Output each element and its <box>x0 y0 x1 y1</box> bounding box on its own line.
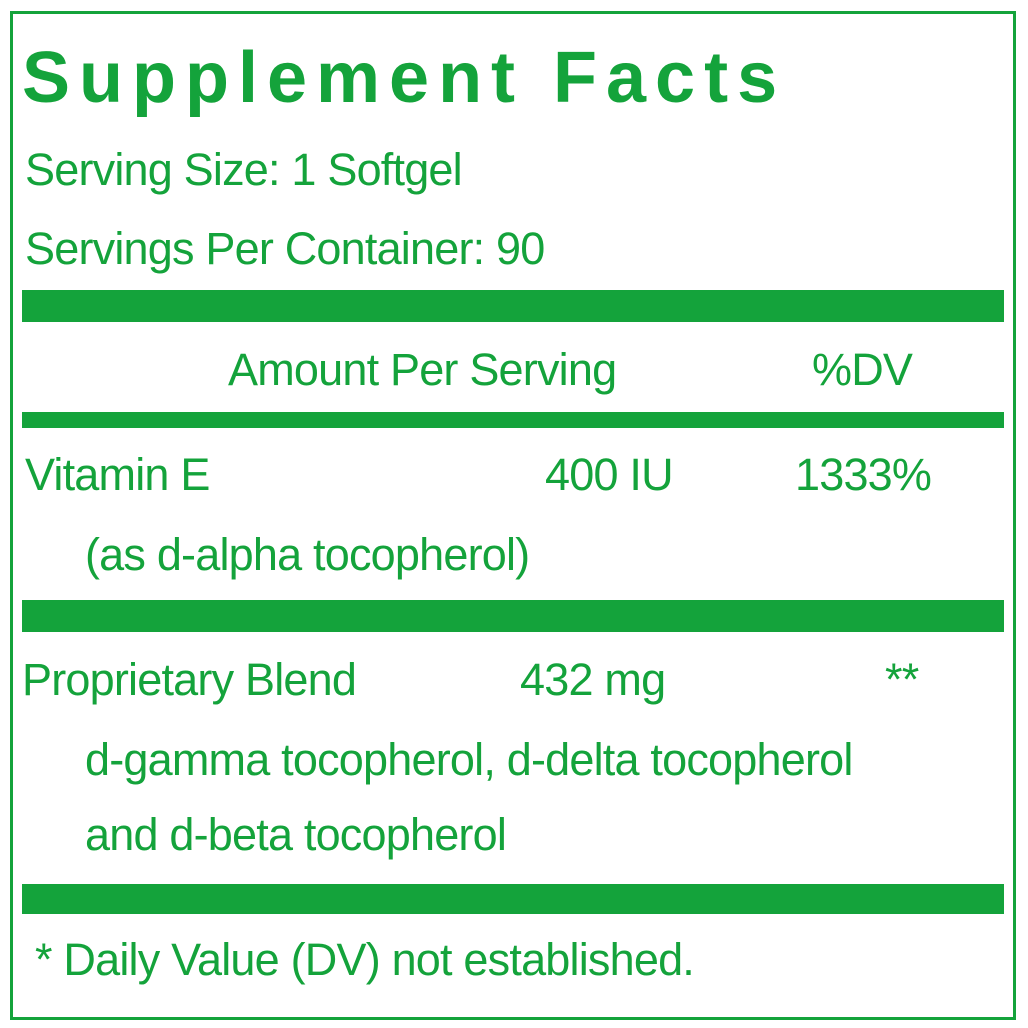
nutrient-name: Vitamin E <box>25 449 210 500</box>
divider-thick <box>22 884 1004 914</box>
amount-per-serving-header: Amount Per Serving <box>228 344 617 395</box>
nutrient-name: Proprietary Blend <box>22 654 357 705</box>
dv-header: %DV <box>812 344 913 395</box>
divider-thick <box>22 290 1004 322</box>
nutrient-detail: (as d-alpha tocopherol) <box>85 529 530 580</box>
nutrient-dv: 1333% <box>795 449 932 500</box>
serving-size: Serving Size: 1 Softgel <box>25 144 463 195</box>
nutrient-amount: 400 IU <box>545 449 674 500</box>
label-title: Supplement Facts <box>22 38 787 118</box>
servings-per-container: Servings Per Container: 90 <box>25 223 545 274</box>
nutrient-detail: d-gamma tocopherol, d-delta tocopherol <box>85 734 853 785</box>
footnote: * Daily Value (DV) not established. <box>35 934 695 985</box>
divider-thick <box>22 600 1004 632</box>
nutrient-dv: ** <box>885 654 919 705</box>
label-border <box>10 11 1016 1020</box>
nutrient-detail: and d-beta tocopherol <box>85 809 507 860</box>
nutrient-amount: 432 mg <box>520 654 666 705</box>
divider <box>22 412 1004 428</box>
